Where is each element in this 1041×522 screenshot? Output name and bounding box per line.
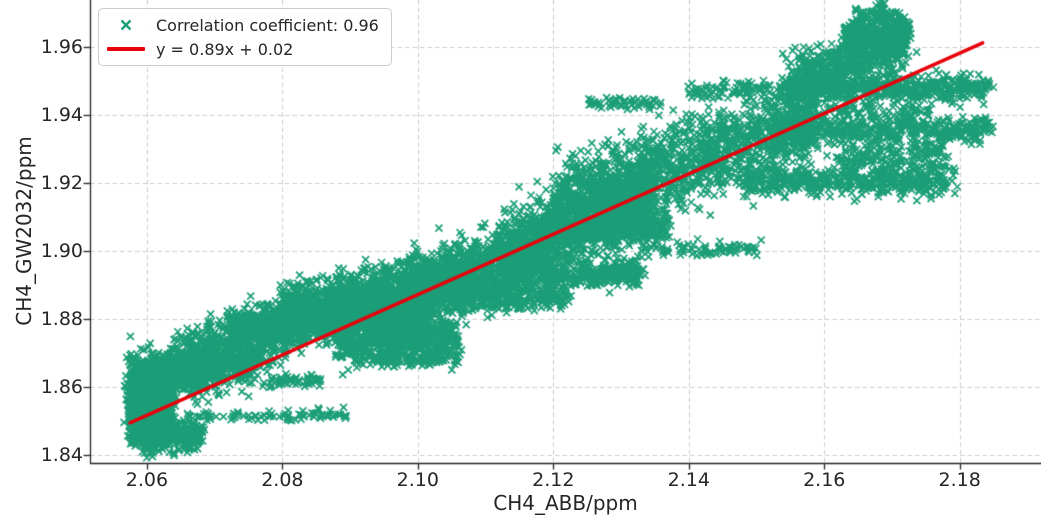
x-axis-label: CH4_ABB/ppm (493, 491, 638, 515)
x-tick-label: 2.12 (532, 469, 575, 491)
x-tick-label: 2.10 (396, 469, 439, 491)
x-tick-label: 2.16 (803, 469, 846, 491)
legend-item-correlation: Correlation coefficient: 0.96 (104, 13, 379, 37)
fit-line-icon (104, 47, 148, 51)
y-tick-label: 1.84 (40, 443, 83, 466)
legend-label-correlation: Correlation coefficient: 0.96 (156, 15, 379, 35)
y-tick-label: 1.86 (40, 375, 83, 398)
y-tick-label: 1.88 (40, 307, 83, 330)
legend: Correlation coefficient: 0.96 y = 0.89x … (98, 8, 392, 66)
y-tick-label: 1.96 (40, 35, 83, 58)
y-tick-label: 1.94 (40, 103, 83, 126)
x-tick-label: 2.08 (261, 469, 304, 491)
y-tick-label: 1.92 (40, 171, 83, 194)
x-tick-label: 2.06 (125, 469, 169, 491)
y-tick-label: 1.90 (40, 239, 83, 262)
y-axis-label: CH4_GW2032/ppm (12, 136, 36, 326)
x-marker-icon (104, 17, 148, 33)
x-tick-label: 2.18 (938, 469, 981, 491)
legend-label-fit-line: y = 0.89x + 0.02 (156, 39, 294, 59)
legend-item-fit-line: y = 0.89x + 0.02 (104, 37, 379, 61)
x-tick-label: 2.14 (667, 469, 710, 491)
